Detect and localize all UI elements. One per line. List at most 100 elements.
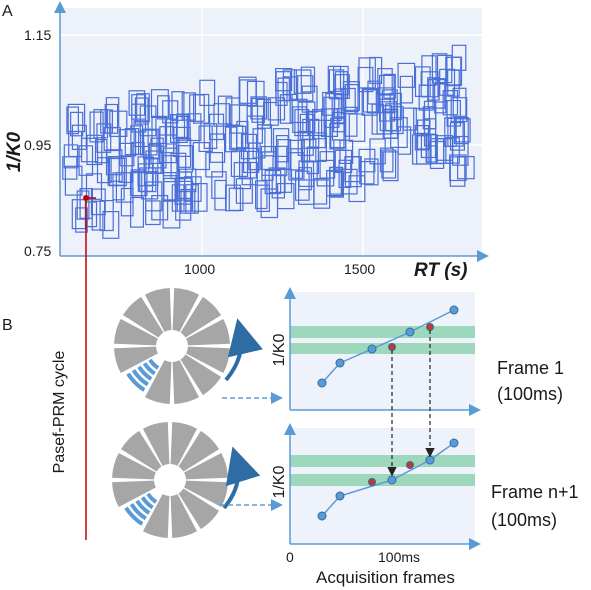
wheel-sector — [142, 494, 170, 538]
data-box — [302, 118, 320, 149]
data-box — [431, 53, 448, 84]
wheel-sector — [112, 480, 156, 508]
data-box — [131, 142, 145, 173]
target-point — [426, 323, 434, 331]
scan-point — [317, 511, 327, 521]
data-box — [229, 104, 248, 134]
y-tick: 1.15 — [24, 27, 51, 43]
data-box — [449, 154, 467, 182]
y-tick: 0.75 — [24, 243, 51, 259]
data-box — [250, 96, 267, 120]
data-box — [434, 83, 447, 114]
data-box — [277, 77, 290, 102]
data-box — [381, 89, 398, 113]
data-box — [235, 178, 253, 204]
scan-arc — [142, 362, 156, 376]
data-box — [381, 149, 397, 179]
data-box — [145, 181, 163, 212]
data-box — [170, 113, 188, 143]
data-box — [162, 155, 179, 183]
selection-link — [83, 195, 96, 540]
scan-point — [367, 344, 377, 354]
data-box — [288, 139, 305, 171]
data-box — [327, 65, 342, 93]
data-box — [339, 139, 354, 165]
wheel-sector — [172, 360, 200, 404]
data-box — [192, 142, 210, 171]
data-box — [181, 92, 196, 121]
frame-y-title: 1/K0 — [271, 333, 288, 366]
data-box — [248, 142, 261, 171]
cycle-label: Pasef-PRM cycle — [51, 351, 68, 474]
data-box — [275, 81, 288, 106]
data-box — [329, 167, 344, 195]
data-box — [378, 87, 395, 114]
data-box — [105, 97, 120, 129]
frame-n1-sub: (100ms) — [491, 510, 557, 530]
band — [290, 343, 475, 354]
data-box — [162, 199, 181, 229]
data-box — [298, 160, 315, 187]
data-box — [297, 132, 314, 157]
y-axis-title-a: 1/K0 — [4, 132, 25, 173]
data-box — [128, 90, 146, 116]
data-box — [251, 97, 266, 123]
data-box — [205, 152, 224, 178]
data-box — [96, 157, 112, 184]
wheel-sector — [114, 318, 158, 346]
scan-arc — [146, 492, 158, 504]
data-box — [277, 139, 292, 170]
data-box — [295, 170, 310, 201]
data-box — [282, 76, 298, 102]
data-box — [445, 137, 460, 164]
data-box — [76, 190, 90, 220]
data-box — [136, 93, 150, 123]
data-box — [164, 118, 178, 145]
frame-n1-plot: 1/K0 — [271, 423, 481, 550]
data-box — [307, 110, 325, 137]
scan-arc — [148, 358, 160, 370]
data-box — [316, 159, 335, 187]
data-box — [243, 147, 260, 173]
scan-arc — [131, 369, 149, 387]
scan-point — [317, 378, 327, 388]
data-box — [130, 125, 144, 155]
frame-1-sub: (100ms) — [497, 384, 563, 404]
data-box — [75, 207, 88, 233]
scan-point — [425, 455, 435, 465]
data-box — [102, 211, 120, 239]
data-box — [118, 129, 137, 157]
data-box — [312, 108, 327, 140]
data-box — [145, 200, 161, 226]
data-box — [62, 156, 78, 180]
data-box — [382, 151, 399, 182]
curved-arrow-icon — [224, 318, 263, 382]
pie-wheel-icon — [114, 288, 230, 404]
data-box — [427, 78, 446, 109]
scan-arc — [129, 503, 147, 521]
y-tick: 0.95 — [24, 137, 51, 153]
data-box — [334, 71, 348, 99]
data-box — [180, 188, 196, 214]
data-box — [344, 106, 358, 137]
data-box — [150, 89, 169, 118]
wheel-sector — [142, 422, 170, 466]
data-box — [357, 66, 374, 93]
x-tick: 100ms — [378, 549, 420, 565]
x-axis-title-a: RT (s) — [414, 260, 467, 281]
data-box — [134, 97, 149, 125]
data-box — [158, 134, 177, 164]
data-box — [209, 133, 226, 163]
data-box — [99, 200, 114, 232]
data-box — [66, 106, 80, 135]
wheel-sector — [172, 288, 200, 332]
data-box — [213, 103, 230, 127]
data-box — [256, 184, 271, 212]
data-box — [67, 103, 86, 133]
target-point — [388, 343, 396, 351]
wheel-sector — [144, 288, 172, 332]
data-box — [187, 113, 202, 142]
wheel-sector — [120, 430, 162, 472]
data-box — [137, 163, 154, 192]
data-box — [444, 117, 457, 147]
